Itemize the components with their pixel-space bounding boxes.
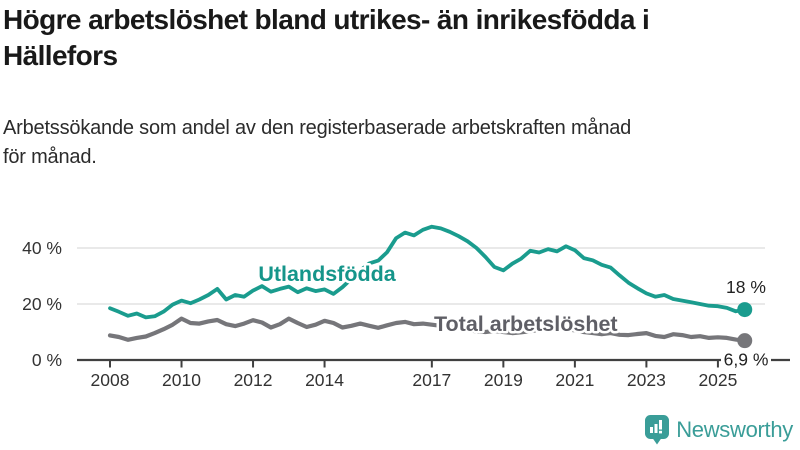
y-tick-label: 40 %: [22, 238, 62, 258]
x-tick-label: 2023: [627, 370, 666, 390]
newsworthy-logo-text: Newsworthy: [676, 417, 793, 442]
end-value-label-total: 6,9 %: [724, 350, 769, 370]
x-tick-label: 2019: [484, 370, 523, 390]
end-dot-total: [737, 333, 753, 349]
series-line-total: [107, 316, 747, 343]
series-label-utlandsfodda: Utlandsfödda: [258, 262, 396, 286]
end-dot-utlandsfodda: [737, 302, 753, 318]
y-tick-label: 20 %: [22, 294, 62, 314]
chart-title: Högre arbetslöshet bland utrikes- än inr…: [3, 4, 650, 71]
x-tick-label: 2012: [234, 370, 273, 390]
x-tick-label: 2025: [698, 370, 737, 390]
x-tick-label: 2008: [91, 370, 130, 390]
newsworthy-logo-icon: [645, 415, 670, 445]
newsworthy-logo: Newsworthy: [645, 415, 793, 445]
x-tick-label: 2021: [555, 370, 594, 390]
series-line-utlandsfodda: [108, 224, 747, 320]
y-tick-label: 0 %: [32, 350, 62, 370]
x-tick-label: 2010: [162, 370, 201, 390]
x-tick-label: 2017: [412, 370, 451, 390]
x-tick-label: 2014: [305, 370, 344, 390]
end-value-label-bg: [721, 351, 771, 369]
chart-subtitle: Arbetssökande som andel av den registerb…: [3, 117, 632, 168]
end-value-label-utlandsfodda: 18 %: [726, 277, 766, 297]
series-label-total: Total arbetslöshet: [434, 312, 618, 336]
line-chart: 0 % 20 % 40 % 2008 2010 2012 2014 2017 2019 2021 2…: [22, 224, 790, 390]
